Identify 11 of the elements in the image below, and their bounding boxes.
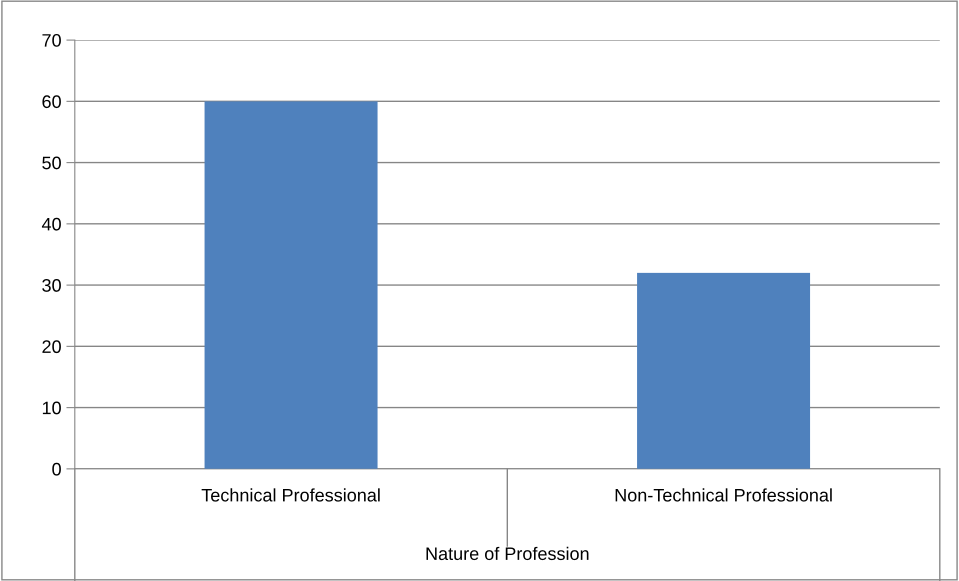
y-tick-label: 20 [42, 340, 61, 354]
x-axis-title: Nature of Profession [426, 546, 588, 560]
y-tick-label: 30 [42, 279, 61, 292]
y-tick-label: 0 [52, 462, 61, 476]
y-tick-label: 70 [42, 34, 61, 47]
y-tick-label: 10 [42, 402, 61, 414]
y-tick-label: 40 [42, 218, 61, 231]
y-tick-label: 60 [42, 95, 61, 108]
y-tick-label: 50 [42, 156, 61, 170]
x-tick-label: Technical Professional [202, 488, 380, 502]
x-tick-label: Non-Technical Professional [616, 488, 832, 502]
